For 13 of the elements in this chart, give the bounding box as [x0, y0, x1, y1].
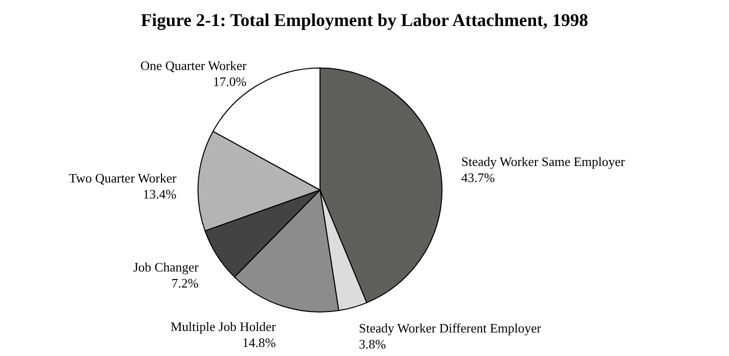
slice-label: Steady Worker Different Employer [358, 320, 542, 336]
slice-label: One Quarter Worker [140, 58, 248, 74]
data-label: 13.4% [142, 186, 177, 202]
chart-title: Figure 2-1: Total Employment by Labor Attachment, 1998 [140, 10, 588, 30]
data-label: 7.2% [171, 275, 199, 290]
data-label: 17.0% [213, 74, 247, 90]
slice-label: Multiple Job Holder [170, 319, 277, 334]
data-label: 3.8% [358, 336, 386, 352]
slice-label: Job Changer [133, 259, 200, 274]
slice-label: Two Quarter Worker [68, 170, 178, 186]
data-label: 43.7% [461, 170, 495, 185]
slice-label: Steady Worker Same Employer [461, 154, 626, 169]
data-label: 14.8% [242, 335, 276, 350]
